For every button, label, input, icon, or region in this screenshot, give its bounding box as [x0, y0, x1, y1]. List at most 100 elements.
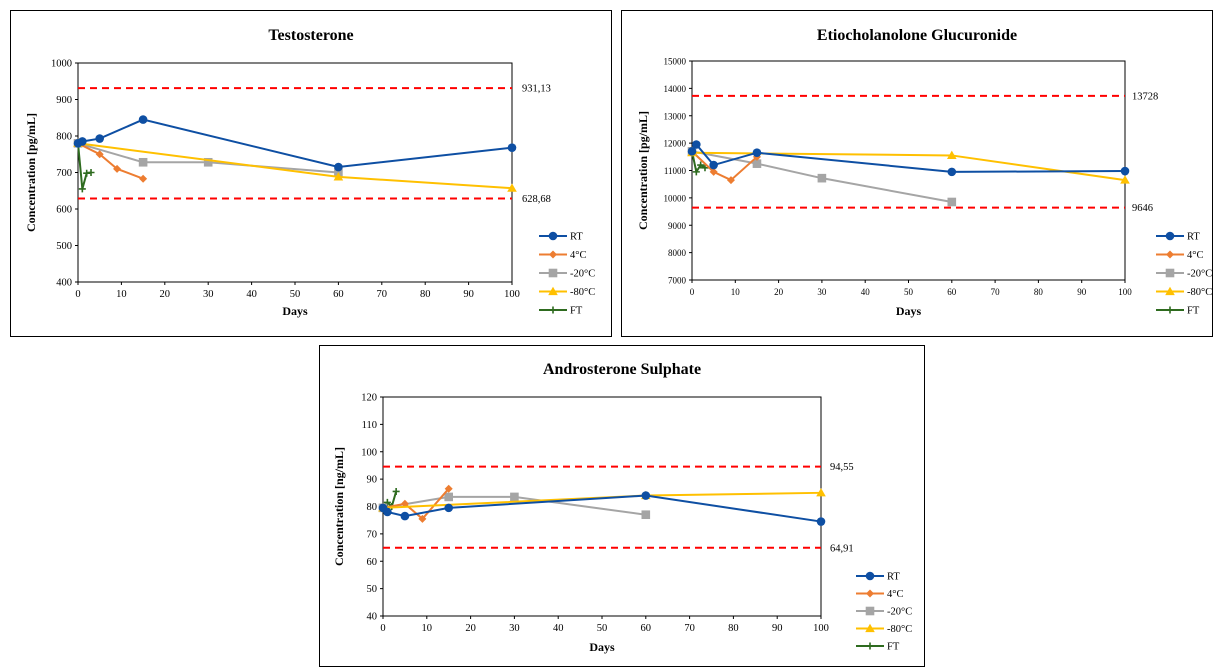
y-tick-label: 70: [367, 529, 378, 540]
y-tick-label: 500: [56, 241, 72, 252]
data-point: [95, 134, 104, 143]
legend-label: 4°C: [887, 589, 903, 600]
legend-item: -80°C: [1156, 287, 1212, 298]
y-tick-label: 90: [367, 475, 378, 486]
y-axis-title: Concentration [pg/mL]: [636, 111, 650, 230]
y-tick-label: 13000: [664, 111, 687, 121]
data-point: [948, 168, 957, 177]
x-tick-label: 0: [690, 287, 695, 297]
legend-item: -20°C: [856, 607, 912, 618]
legend-marker: [867, 643, 874, 650]
upper-limit-label: 94,55: [830, 462, 854, 473]
x-tick-label: 60: [333, 289, 344, 300]
x-tick-label: 60: [947, 287, 957, 297]
x-tick-label: 40: [553, 623, 564, 634]
y-tick-label: 14000: [664, 84, 687, 94]
legend-item: RT: [856, 572, 900, 583]
data-point: [444, 493, 453, 502]
data-point: [508, 143, 517, 152]
y-tick-label: 110: [362, 420, 377, 431]
x-tick-label: 30: [817, 287, 827, 297]
data-point: [709, 161, 718, 170]
legend-label: 4°C: [1187, 250, 1203, 261]
legend-label: FT: [570, 306, 583, 317]
data-point: [444, 504, 453, 513]
x-tick-label: 100: [1118, 287, 1132, 297]
x-tick-label: 70: [991, 287, 1001, 297]
y-tick-label: 40: [367, 612, 378, 623]
legend-label: -80°C: [1187, 287, 1212, 298]
x-tick-label: 70: [684, 623, 695, 634]
lower-limit-label: 64,91: [830, 543, 854, 554]
androsterone-chart: Androsterone Sulphate4050607080901001101…: [320, 346, 924, 666]
legend-label: RT: [1187, 232, 1200, 243]
y-tick-label: 700: [56, 168, 72, 179]
legend-label: -80°C: [570, 287, 595, 298]
legend-marker: [866, 607, 875, 616]
lower-limit-label: 628,68: [522, 194, 551, 205]
legend-item: 4°C: [856, 589, 903, 600]
x-tick-label: 70: [377, 289, 388, 300]
x-tick-label: 50: [597, 623, 608, 634]
legend-label: RT: [570, 232, 583, 243]
x-tick-label: 30: [203, 289, 214, 300]
data-point: [79, 185, 86, 192]
lower-limit-label: 9646: [1132, 203, 1153, 214]
legend-label: RT: [887, 572, 900, 583]
y-tick-label: 12000: [664, 139, 687, 149]
data-point: [948, 198, 957, 207]
x-tick-label: 90: [463, 289, 474, 300]
x-axis-title: Days: [282, 304, 308, 318]
y-tick-label: 50: [367, 584, 378, 595]
data-point: [78, 137, 87, 146]
x-tick-label: 0: [75, 289, 80, 300]
y-tick-label: 800: [56, 132, 72, 143]
x-tick-label: 40: [246, 289, 257, 300]
data-point: [817, 517, 826, 526]
data-point: [1121, 167, 1130, 176]
upper-limit-label: 931,13: [522, 84, 551, 95]
testosterone-chart: Testosterone40050060070080090010000 10 20 3…: [11, 11, 611, 336]
data-point: [642, 510, 651, 519]
legend-marker: [549, 269, 558, 278]
chart-title: Androsterone Sulphate: [543, 361, 701, 378]
legend-item: -20°C: [1156, 269, 1212, 280]
legend-marker: [549, 251, 557, 259]
data-point: [139, 115, 148, 124]
x-tick-label: 50: [290, 289, 301, 300]
legend-item: 4°C: [1156, 250, 1203, 261]
legend-marker: [1166, 232, 1175, 241]
legend-label: -20°C: [570, 269, 595, 280]
legend-item: RT: [539, 232, 583, 243]
legend-label: FT: [887, 642, 900, 653]
data-point: [818, 174, 827, 183]
y-axis-title: Concentration [ng/mL]: [332, 447, 346, 566]
data-point: [753, 148, 762, 157]
x-tick-label: 80: [420, 289, 431, 300]
data-point: [139, 158, 148, 167]
y-tick-label: 15000: [664, 57, 687, 67]
x-tick-label: 30: [509, 623, 520, 634]
legend-label: -20°C: [1187, 269, 1212, 280]
y-axis-title: Concentration [pg/mL]: [24, 113, 38, 232]
x-tick-label: 50: [904, 287, 914, 297]
x-axis-title: Days: [896, 304, 922, 318]
y-tick-label: 10000: [664, 193, 687, 203]
data-point: [401, 512, 410, 521]
legend-item: RT: [1156, 232, 1200, 243]
x-tick-label: 20: [465, 623, 476, 634]
y-tick-label: 9000: [668, 221, 687, 231]
data-point: [383, 508, 392, 517]
y-tick-label: 11000: [664, 166, 687, 176]
legend-item: 4°C: [539, 250, 586, 261]
legend-item: FT: [539, 306, 583, 317]
legend-label: -80°C: [887, 624, 912, 635]
y-tick-label: 900: [56, 95, 72, 106]
legend-label: FT: [1187, 306, 1200, 317]
data-point: [692, 140, 701, 149]
x-tick-label: 10: [116, 289, 127, 300]
y-tick-label: 1000: [51, 59, 72, 70]
legend-label: 4°C: [570, 250, 586, 261]
y-tick-label: 60: [367, 557, 378, 568]
upper-limit-label: 13728: [1132, 91, 1158, 102]
